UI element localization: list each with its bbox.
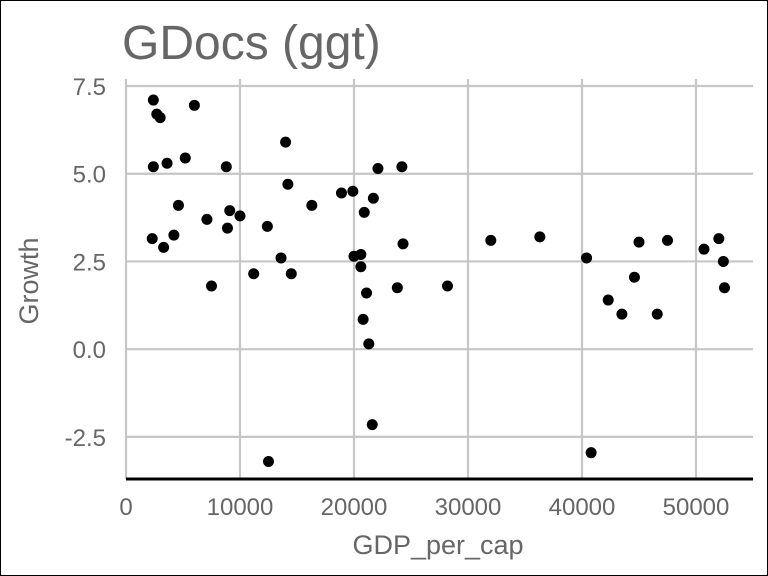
grid-lines bbox=[124, 79, 753, 479]
x-tick-label: 0 bbox=[119, 494, 132, 521]
data-point bbox=[372, 162, 384, 174]
data-point bbox=[628, 271, 640, 283]
data-point bbox=[534, 231, 546, 243]
data-point bbox=[355, 261, 367, 273]
data-point bbox=[651, 308, 663, 320]
data-point bbox=[147, 161, 159, 173]
data-point bbox=[154, 112, 166, 124]
data-point bbox=[221, 222, 233, 234]
x-tick-label: 10000 bbox=[207, 494, 274, 521]
data-point bbox=[361, 287, 373, 299]
data-point bbox=[713, 233, 725, 245]
data-point bbox=[616, 308, 628, 320]
data-point bbox=[158, 241, 170, 253]
data-point bbox=[234, 210, 246, 222]
data-point bbox=[335, 187, 347, 199]
x-tick-label: 40000 bbox=[549, 494, 616, 521]
data-point bbox=[282, 178, 294, 190]
data-point bbox=[357, 313, 369, 325]
data-point bbox=[485, 234, 497, 246]
data-point bbox=[306, 199, 318, 211]
data-point bbox=[220, 161, 232, 173]
y-tick-label: -2.5 bbox=[65, 425, 106, 452]
data-point bbox=[261, 220, 273, 232]
y-tick-label: 5.0 bbox=[73, 162, 106, 189]
data-point bbox=[662, 234, 673, 246]
data-point bbox=[224, 205, 236, 217]
data-point bbox=[275, 252, 287, 264]
data-point bbox=[367, 192, 379, 204]
tick-labels: -2.5 0.0 2.5 5.0 7.5 0 10000 20000 30000 40000 500… bbox=[65, 74, 730, 521]
data-point bbox=[161, 157, 173, 169]
data-point bbox=[363, 338, 375, 350]
data-point bbox=[717, 255, 729, 267]
x-axis-label: GDP_per_cap bbox=[352, 530, 523, 560]
x-tick-label: 20000 bbox=[321, 494, 388, 521]
y-tick-label: 7.5 bbox=[73, 74, 106, 101]
data-point bbox=[581, 252, 593, 264]
y-tick-label: 2.5 bbox=[73, 249, 106, 276]
data-point bbox=[366, 419, 378, 431]
y-axis-label: Growth bbox=[14, 237, 44, 324]
data-point bbox=[146, 233, 158, 245]
data-point bbox=[602, 294, 614, 306]
x-tick-label: 30000 bbox=[435, 494, 502, 521]
data-point bbox=[347, 185, 359, 197]
data-point bbox=[633, 236, 645, 248]
data-point bbox=[719, 282, 730, 294]
data-point bbox=[285, 268, 297, 280]
data-points bbox=[146, 94, 730, 467]
data-point bbox=[358, 206, 370, 218]
data-point bbox=[172, 199, 184, 211]
data-point bbox=[248, 268, 260, 280]
chart-title: GDocs (ggt) bbox=[122, 17, 381, 70]
data-point bbox=[698, 243, 710, 255]
data-point bbox=[280, 136, 292, 148]
data-point bbox=[263, 455, 274, 467]
data-point bbox=[201, 213, 213, 225]
data-point bbox=[396, 161, 408, 173]
data-point bbox=[441, 280, 453, 292]
x-tick-label: 50000 bbox=[663, 494, 730, 521]
y-tick-label: 0.0 bbox=[73, 337, 106, 364]
data-point bbox=[147, 94, 159, 106]
data-point bbox=[585, 447, 597, 459]
data-point bbox=[188, 99, 200, 111]
data-point bbox=[206, 280, 217, 292]
data-point bbox=[179, 152, 191, 164]
data-point bbox=[391, 282, 403, 294]
data-point bbox=[355, 248, 367, 260]
data-point bbox=[168, 229, 180, 241]
data-point bbox=[397, 238, 409, 250]
